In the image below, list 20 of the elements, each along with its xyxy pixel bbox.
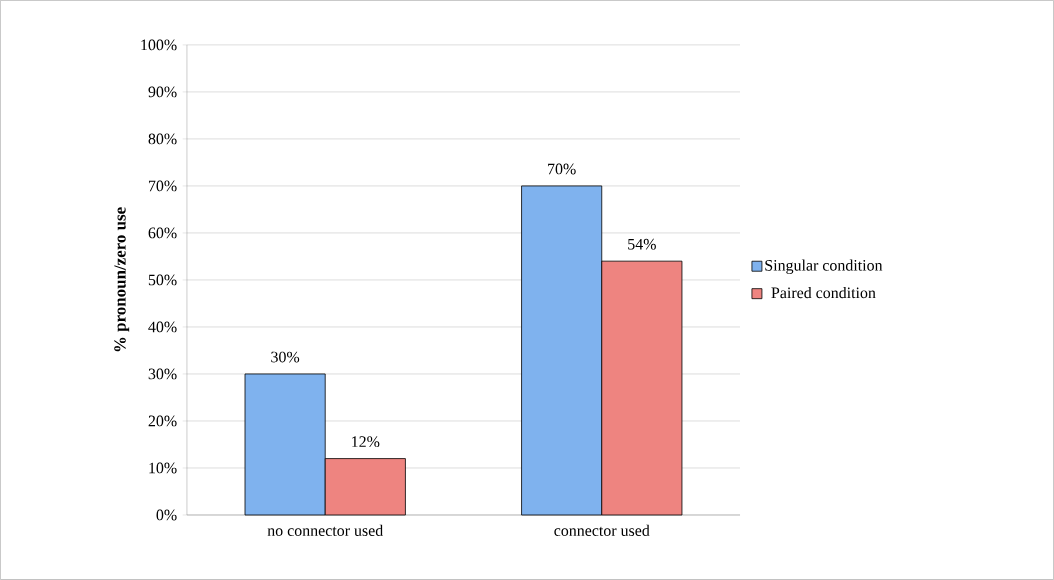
y-tick-label: 90% bbox=[148, 86, 177, 98]
y-tick-label: 100% bbox=[141, 39, 177, 51]
data-label: 12% bbox=[352, 436, 380, 448]
y-tick-label: 70% bbox=[148, 180, 177, 192]
y-tick-label: 80% bbox=[148, 133, 177, 145]
y-tick-label: 20% bbox=[148, 415, 177, 427]
data-label: 70% bbox=[548, 163, 576, 175]
data-label: 30% bbox=[271, 351, 300, 363]
y-tick-label: 60% bbox=[148, 227, 177, 239]
x-tick-label: connector used bbox=[554, 524, 650, 537]
y-tick-label: 30% bbox=[148, 368, 177, 380]
y-tick-label: 50% bbox=[148, 274, 177, 286]
legend-label: Singular condition bbox=[765, 259, 883, 275]
y-tick-label: 10% bbox=[149, 462, 177, 474]
x-tick-label: no connector used bbox=[267, 524, 384, 537]
data-label: 54% bbox=[628, 238, 656, 250]
y-tick-label: 40% bbox=[148, 321, 177, 333]
legend-label: Paired condition bbox=[771, 286, 876, 299]
y-tick-label: 0% bbox=[156, 509, 177, 521]
y-axis-title: % pronoun/zero use bbox=[114, 207, 130, 352]
